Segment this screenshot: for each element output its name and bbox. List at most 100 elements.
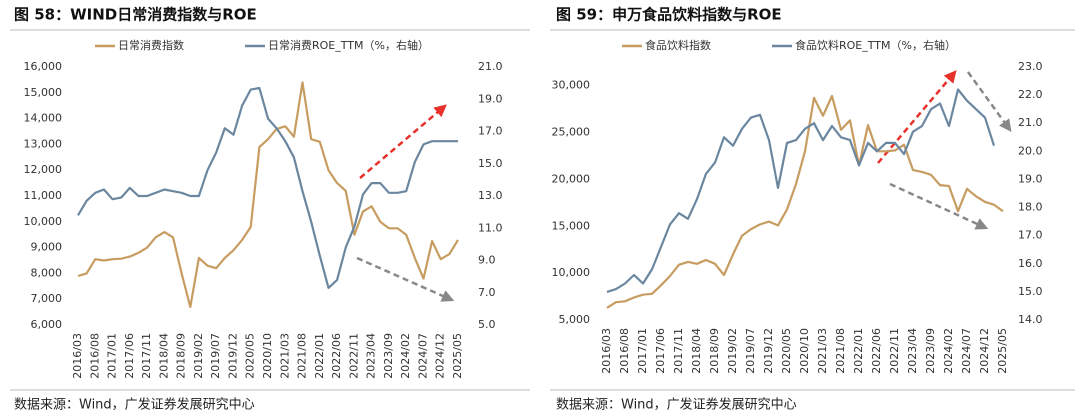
x-tick-label: 2016/03 xyxy=(600,328,613,374)
x-tick-label: 2018/04 xyxy=(690,328,703,374)
x-tick-label: 2017/01 xyxy=(636,328,649,374)
y-tick-label: 9,000 xyxy=(31,241,63,254)
x-tick-label: 2025/05 xyxy=(996,328,1009,374)
x-tick-label: 2024/12 xyxy=(978,328,991,374)
trend-arrow xyxy=(889,182,989,230)
x-tick-label: 2022/01 xyxy=(852,328,865,374)
y-tick-label: 15,000 xyxy=(552,219,591,232)
series-line xyxy=(77,86,458,289)
y-tick-label: 5,000 xyxy=(559,313,591,326)
series-line xyxy=(77,81,459,308)
y-tick-label: 16,000 xyxy=(24,60,63,73)
legend-label: 食品饮料ROE_TTM（%，右轴） xyxy=(795,38,956,52)
x-tick-label: 2021/03 xyxy=(278,333,291,379)
x-tick-label: 2021/08 xyxy=(834,328,847,374)
y2-tick-label: 13.0 xyxy=(478,189,503,202)
y-tick-label: 25,000 xyxy=(552,126,591,139)
x-tick-label: 2016/03 xyxy=(71,333,84,379)
trend-arrow xyxy=(966,71,1012,133)
trend-arrow xyxy=(359,104,447,179)
x-tick-label: 2021/08 xyxy=(296,333,309,379)
x-tick-label: 2024/02 xyxy=(399,333,412,379)
y-tick-label: 30,000 xyxy=(552,79,591,92)
y2-tick-label: 18.0 xyxy=(1018,201,1043,214)
y2-tick-label: 21.0 xyxy=(478,60,503,73)
y-tick-label: 13,000 xyxy=(24,137,63,150)
x-tick-label: 2020/10 xyxy=(798,328,811,374)
x-tick-label: 2019/07 xyxy=(209,333,222,379)
y2-tick-label: 11.0 xyxy=(478,221,503,234)
x-tick-label: 2024/12 xyxy=(434,333,447,379)
x-tick-label: 2018/04 xyxy=(157,333,170,379)
x-tick-label: 2019/02 xyxy=(192,333,205,379)
y2-tick-label: 22.0 xyxy=(1018,88,1043,101)
x-tick-label: 2016/08 xyxy=(88,333,101,379)
y2-tick-label: 19.0 xyxy=(478,92,503,105)
y2-tick-label: 5.0 xyxy=(478,318,496,331)
y2-tick-label: 16.0 xyxy=(1018,257,1043,270)
x-tick-label: 2022/06 xyxy=(870,328,883,374)
chart-title: 图 58：WIND日常消费指数与ROE xyxy=(14,6,257,24)
y2-tick-label: 15.0 xyxy=(478,157,503,170)
legend-label: 日常消费指数 xyxy=(118,38,184,52)
x-tick-label: 2020/10 xyxy=(261,333,274,379)
x-tick-label: 2018/09 xyxy=(708,328,721,374)
x-tick-label: 2019/07 xyxy=(744,328,757,374)
x-tick-label: 2021/03 xyxy=(816,328,829,374)
x-tick-label: 2023/04 xyxy=(365,333,378,379)
y2-tick-label: 9.0 xyxy=(478,254,496,267)
y-tick-label: 20,000 xyxy=(552,172,591,185)
y2-tick-label: 17.0 xyxy=(1018,229,1043,242)
x-tick-label: 2024/02 xyxy=(942,328,955,374)
series-line xyxy=(606,88,996,293)
x-tick-label: 2022/01 xyxy=(313,333,326,379)
series-line xyxy=(606,94,1004,309)
x-tick-label: 2023/04 xyxy=(906,328,919,374)
x-tick-label: 2022/11 xyxy=(888,328,901,374)
x-tick-label: 2019/02 xyxy=(726,328,739,374)
y-tick-label: 6,000 xyxy=(31,318,63,331)
trend-arrow xyxy=(877,70,957,164)
x-tick-label: 2023/09 xyxy=(382,333,395,379)
x-tick-label: 2020/05 xyxy=(780,328,793,374)
chart-title: 图 59：申万食品饮料指数与ROE xyxy=(556,6,782,24)
x-tick-label: 2017/01 xyxy=(106,333,119,379)
y2-tick-label: 23.0 xyxy=(1018,60,1043,73)
x-tick-label: 2022/11 xyxy=(347,333,360,379)
x-tick-label: 2020/05 xyxy=(244,333,257,379)
y2-tick-label: 14.0 xyxy=(1018,313,1043,326)
y-tick-label: 10,000 xyxy=(552,266,591,279)
x-tick-label: 2019/12 xyxy=(762,328,775,374)
source: 数据来源：Wind，广发证券发展研究中心 xyxy=(556,397,797,413)
x-tick-label: 2019/12 xyxy=(226,333,239,379)
x-tick-label: 2017/11 xyxy=(672,328,685,374)
y2-tick-label: 15.0 xyxy=(1018,285,1043,298)
x-tick-label: 2017/11 xyxy=(140,333,153,379)
y-tick-label: 14,000 xyxy=(24,112,63,125)
y2-tick-label: 7.0 xyxy=(478,286,496,299)
x-tick-label: 2017/06 xyxy=(123,333,136,379)
x-tick-label: 2025/05 xyxy=(451,333,464,379)
y2-tick-label: 20.0 xyxy=(1018,144,1043,157)
x-tick-label: 2024/07 xyxy=(960,328,973,374)
x-tick-label: 2018/09 xyxy=(175,333,188,379)
y-tick-label: 8,000 xyxy=(31,266,63,279)
source: 数据来源：Wind，广发证券发展研究中心 xyxy=(14,397,255,413)
y-tick-label: 15,000 xyxy=(24,86,63,99)
x-tick-label: 2024/07 xyxy=(416,333,429,379)
legend-label: 日常消费ROE_TTM（%，右轴） xyxy=(268,38,429,52)
y-tick-label: 10,000 xyxy=(24,215,63,228)
y-tick-label: 11,000 xyxy=(24,189,63,202)
y2-tick-label: 19.0 xyxy=(1018,172,1043,185)
y2-tick-label: 21.0 xyxy=(1018,116,1043,129)
y2-tick-label: 17.0 xyxy=(478,125,503,138)
trend-arrow xyxy=(356,256,455,302)
x-tick-label: 2016/08 xyxy=(618,328,631,374)
y-tick-label: 7,000 xyxy=(31,292,63,305)
x-tick-label: 2022/06 xyxy=(330,333,343,379)
x-tick-label: 2017/06 xyxy=(654,328,667,374)
legend-label: 食品饮料指数 xyxy=(645,38,711,52)
y-tick-label: 12,000 xyxy=(24,163,63,176)
x-tick-label: 2023/09 xyxy=(924,328,937,374)
